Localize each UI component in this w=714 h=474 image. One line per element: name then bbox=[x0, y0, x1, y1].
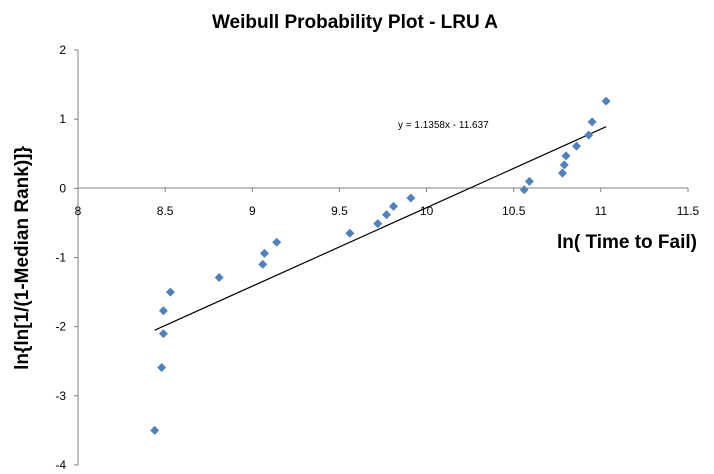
x-tick-label: 10.5 bbox=[502, 204, 526, 218]
data-point bbox=[258, 259, 268, 269]
data-point bbox=[214, 273, 224, 283]
data-point bbox=[584, 130, 594, 140]
trendline bbox=[154, 126, 607, 331]
data-point bbox=[571, 141, 581, 151]
data-point bbox=[587, 117, 597, 127]
x-tick-label: 11 bbox=[595, 204, 608, 218]
x-tick-label: 9.5 bbox=[331, 204, 348, 218]
data-point bbox=[345, 228, 355, 238]
axes: 210-1-2-3-48 8.5 9 9.5 10 10.5 11 11.5 bbox=[55, 43, 699, 472]
y-tick-label: -2 bbox=[55, 320, 66, 334]
data-point bbox=[601, 96, 611, 106]
chart-title: Weibull Probability Plot - LRU A bbox=[212, 12, 498, 33]
data-point bbox=[150, 425, 160, 435]
data-point bbox=[373, 219, 383, 229]
data-point bbox=[524, 176, 534, 186]
y-tick-label: -3 bbox=[55, 389, 66, 403]
x-tick-label: 9 bbox=[249, 204, 256, 218]
data-point bbox=[381, 210, 391, 220]
y-axis-label: ln{ln[1/(1-Median Rank)]} bbox=[12, 146, 33, 370]
x-tick-label: 8.5 bbox=[157, 204, 174, 218]
data-point bbox=[559, 160, 569, 170]
x-tick-label: 10 bbox=[420, 204, 434, 218]
y-tick-label: 2 bbox=[59, 43, 66, 57]
data-point bbox=[406, 193, 416, 203]
data-point bbox=[165, 287, 175, 297]
data-point bbox=[558, 168, 568, 178]
trendline-layer bbox=[154, 126, 607, 331]
data-point bbox=[388, 201, 398, 211]
data-point bbox=[259, 248, 269, 258]
data-point bbox=[158, 329, 168, 339]
data-point bbox=[158, 306, 168, 316]
data-point bbox=[157, 362, 167, 372]
x-tick-label: 8 bbox=[75, 204, 82, 218]
y-tick-label: -1 bbox=[55, 251, 66, 265]
x-axis-label: ln( Time to Fail) bbox=[557, 232, 697, 253]
data-points-layer bbox=[150, 96, 611, 435]
data-point bbox=[519, 185, 529, 195]
y-tick-label: -4 bbox=[55, 458, 66, 472]
y-tick-label: 0 bbox=[59, 181, 66, 195]
trendline-equation: y = 1.1358x - 11.637 bbox=[398, 120, 489, 131]
data-point bbox=[561, 151, 571, 161]
x-tick-label: 11.5 bbox=[677, 204, 700, 218]
y-tick-label: 1 bbox=[59, 112, 66, 126]
data-point bbox=[272, 237, 282, 247]
